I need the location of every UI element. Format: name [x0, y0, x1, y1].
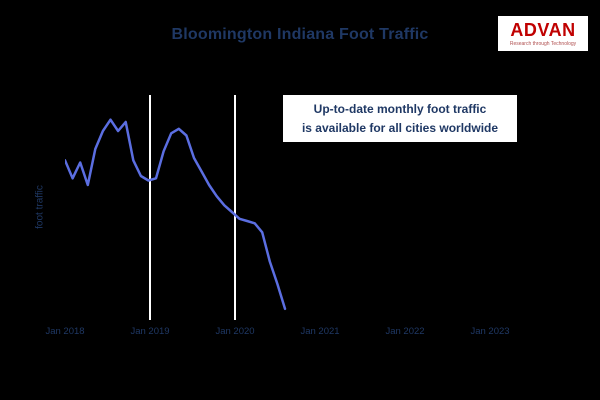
x-tick-label: Jan 2022 [385, 326, 425, 337]
advan-logo: ADVAN Research through Technology [498, 16, 588, 51]
x-tick-label: Jan 2019 [130, 326, 170, 337]
page-title: Bloomington Indiana Foot Traffic [171, 26, 429, 43]
x-tick-label: Jan 2020 [215, 326, 255, 337]
annotation-line2: is available for all cities worldwide [301, 120, 499, 135]
annotation-line1: Up-to-date monthly foot traffic [313, 102, 487, 116]
annotation-box: Up-to-date monthly foot traffic is avail… [283, 95, 517, 143]
foot-traffic-line [65, 118, 287, 311]
plot-area [65, 95, 287, 320]
x-tick-label: Jan 2018 [45, 326, 85, 337]
brand-name: ADVAN [510, 20, 576, 40]
x-tick-label: Jan 2021 [300, 326, 340, 337]
x-tick-label: Jan 2023 [470, 326, 510, 337]
brand-tagline: Research through Technology [509, 41, 577, 47]
y-axis-label: foot traffic [34, 185, 46, 229]
